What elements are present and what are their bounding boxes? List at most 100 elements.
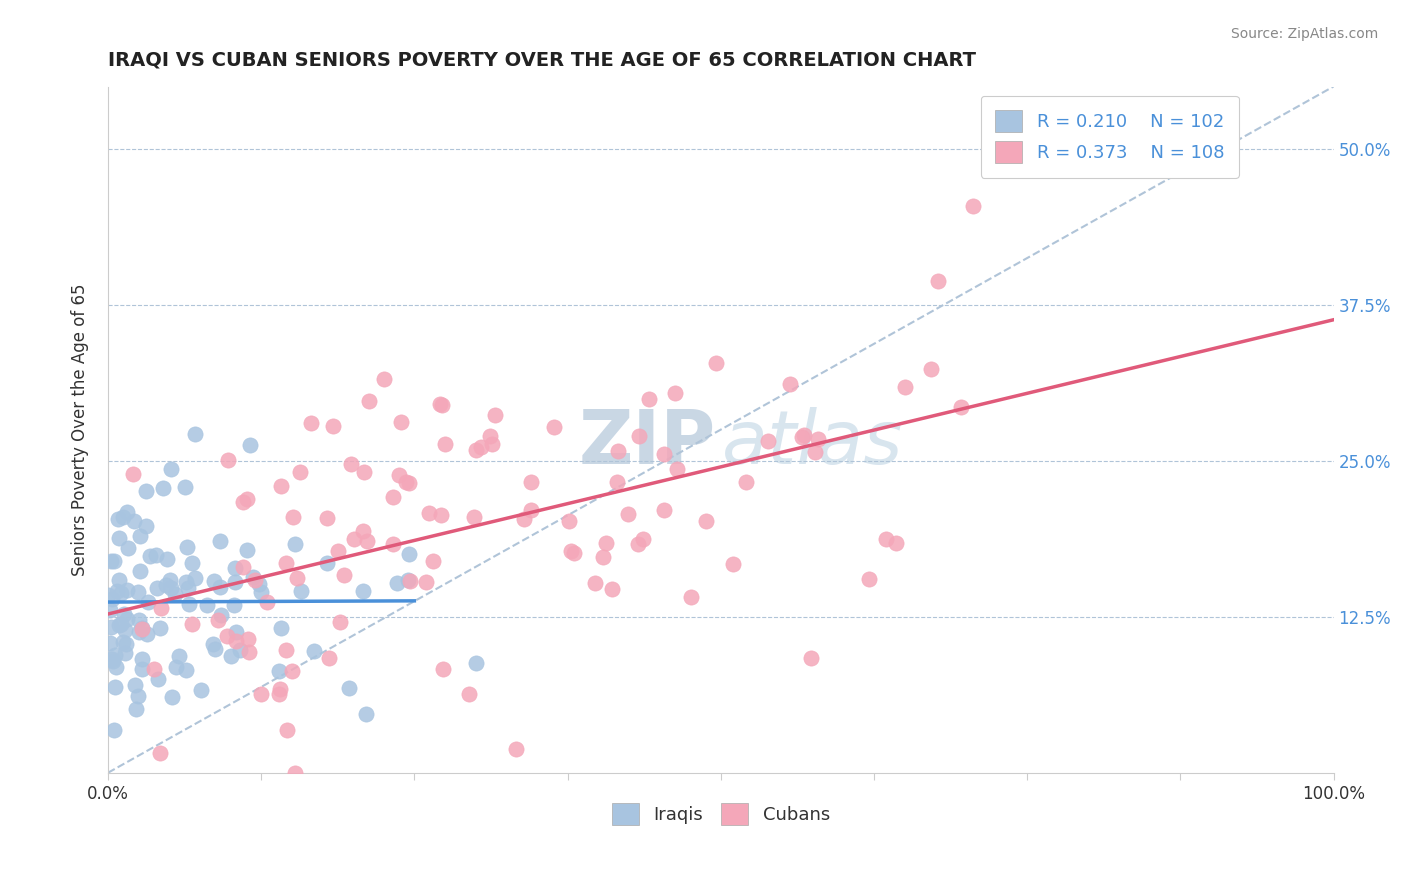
Point bbox=[149, 600, 172, 615]
Point bbox=[98, 636, 121, 650]
Point bbox=[176, 574, 198, 589]
Point bbox=[100, 620, 122, 634]
Point bbox=[160, 690, 183, 704]
Point bbox=[432, 662, 454, 676]
Point bbox=[664, 386, 686, 401]
Point bbox=[207, 613, 229, 627]
Point bbox=[326, 544, 349, 558]
Point bbox=[478, 429, 501, 443]
Point bbox=[122, 514, 145, 528]
Point bbox=[583, 576, 606, 591]
Point bbox=[256, 595, 278, 609]
Point bbox=[270, 479, 292, 493]
Point bbox=[339, 457, 361, 471]
Point bbox=[458, 688, 481, 702]
Point bbox=[238, 645, 260, 659]
Point bbox=[235, 492, 257, 507]
Point bbox=[398, 547, 420, 561]
Point bbox=[159, 574, 181, 588]
Point bbox=[389, 415, 412, 429]
Point bbox=[631, 532, 654, 546]
Point bbox=[204, 641, 226, 656]
Point bbox=[236, 632, 259, 646]
Point bbox=[388, 467, 411, 482]
Point bbox=[114, 623, 136, 637]
Point bbox=[285, 571, 308, 585]
Point bbox=[101, 652, 124, 666]
Point bbox=[177, 581, 200, 595]
Point bbox=[108, 618, 131, 632]
Point bbox=[104, 648, 127, 662]
Point bbox=[316, 510, 339, 524]
Point bbox=[606, 475, 628, 490]
Point bbox=[322, 418, 344, 433]
Text: ZIP: ZIP bbox=[579, 407, 716, 480]
Point bbox=[429, 397, 451, 411]
Point bbox=[208, 580, 231, 594]
Point bbox=[107, 573, 129, 587]
Point bbox=[617, 507, 640, 521]
Point bbox=[962, 199, 984, 213]
Point bbox=[337, 681, 360, 695]
Point bbox=[354, 706, 377, 721]
Point bbox=[114, 637, 136, 651]
Point bbox=[333, 568, 356, 582]
Point bbox=[481, 437, 503, 451]
Point bbox=[627, 537, 650, 551]
Point bbox=[920, 361, 942, 376]
Point bbox=[695, 514, 717, 528]
Point bbox=[281, 664, 304, 678]
Point bbox=[107, 512, 129, 526]
Point bbox=[328, 615, 350, 630]
Point bbox=[124, 678, 146, 692]
Point bbox=[343, 532, 366, 546]
Point bbox=[267, 664, 290, 678]
Point bbox=[318, 651, 340, 665]
Point bbox=[734, 475, 756, 490]
Point bbox=[100, 554, 122, 568]
Point bbox=[195, 598, 218, 612]
Point bbox=[239, 438, 262, 452]
Point bbox=[202, 574, 225, 589]
Point bbox=[756, 434, 779, 448]
Point bbox=[274, 643, 297, 657]
Point bbox=[202, 637, 225, 651]
Point bbox=[470, 440, 492, 454]
Point bbox=[381, 490, 404, 504]
Point bbox=[373, 372, 395, 386]
Point bbox=[108, 532, 131, 546]
Point bbox=[595, 535, 617, 549]
Point bbox=[562, 545, 585, 559]
Point bbox=[174, 480, 197, 494]
Point bbox=[357, 393, 380, 408]
Point bbox=[115, 505, 138, 519]
Point bbox=[519, 503, 541, 517]
Point bbox=[243, 573, 266, 587]
Point bbox=[807, 432, 830, 446]
Point bbox=[800, 650, 823, 665]
Point bbox=[128, 625, 150, 640]
Point bbox=[484, 408, 506, 422]
Point bbox=[139, 549, 162, 564]
Point bbox=[160, 462, 183, 476]
Point bbox=[270, 621, 292, 635]
Point bbox=[145, 548, 167, 562]
Point bbox=[858, 572, 880, 586]
Point bbox=[225, 624, 247, 639]
Legend: Iraqis, Cubans: Iraqis, Cubans bbox=[605, 796, 837, 832]
Point bbox=[600, 582, 623, 597]
Point bbox=[224, 560, 246, 574]
Point bbox=[352, 584, 374, 599]
Point bbox=[422, 554, 444, 568]
Point bbox=[219, 648, 242, 663]
Point bbox=[704, 356, 727, 370]
Point bbox=[104, 680, 127, 694]
Point bbox=[104, 660, 127, 674]
Point bbox=[232, 495, 254, 509]
Point bbox=[224, 574, 246, 589]
Point bbox=[353, 465, 375, 479]
Point bbox=[884, 536, 907, 550]
Point bbox=[779, 376, 801, 391]
Point bbox=[110, 617, 132, 632]
Point bbox=[101, 592, 124, 607]
